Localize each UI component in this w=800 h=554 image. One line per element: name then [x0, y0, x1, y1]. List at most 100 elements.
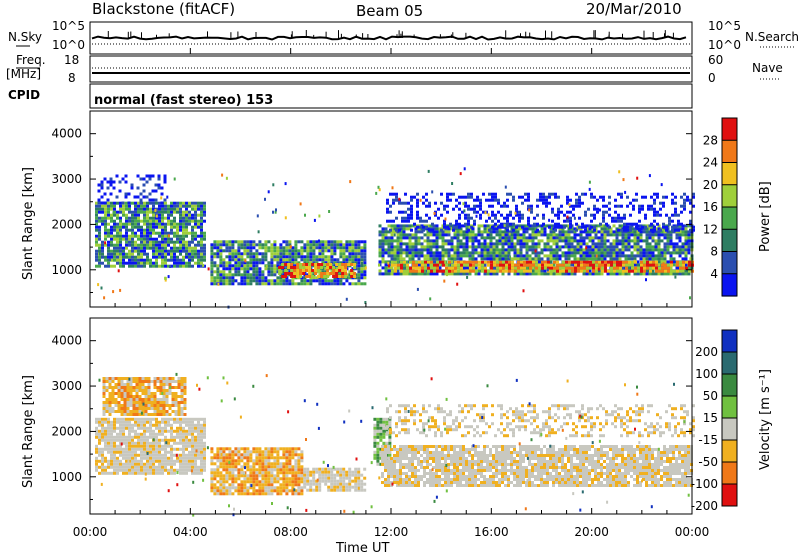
heatmap-cell — [569, 204, 572, 208]
heatmap-cell — [417, 257, 421, 261]
heatmap-cell — [153, 407, 157, 410]
heatmap-cell — [108, 386, 112, 389]
heatmap-cell — [152, 459, 155, 463]
heatmap-cell — [515, 225, 518, 229]
heatmap-cell — [669, 266, 673, 270]
heatmap-cell — [624, 272, 628, 276]
heatmap-cell — [378, 230, 382, 234]
heatmap-cell — [264, 276, 268, 280]
heatmap-cell — [164, 456, 167, 460]
heatmap-cell — [188, 246, 191, 250]
heatmap-cell — [537, 245, 541, 249]
heatmap-cell — [630, 233, 634, 237]
heatmap-cell — [636, 260, 640, 264]
heatmap-cell — [416, 213, 419, 217]
heatmap-cell — [182, 249, 185, 253]
heatmap-cell — [117, 386, 121, 389]
heatmap-cell — [110, 420, 113, 424]
heatmap-cell — [140, 249, 143, 253]
heatmap-cell — [615, 239, 619, 243]
heatmap-cell — [527, 219, 530, 223]
heatmap-cell — [143, 438, 146, 442]
heatmap-cell — [303, 243, 307, 247]
heatmap-cell — [494, 216, 497, 220]
heatmap-cell — [671, 192, 674, 196]
heatmap-cell — [472, 269, 475, 273]
heatmap-cell — [128, 441, 131, 445]
heatmap-cell — [427, 269, 430, 273]
heatmap-cell — [671, 201, 674, 205]
heatmap-cell — [393, 224, 397, 228]
heatmap-cell — [246, 246, 250, 250]
heatmap-cell — [603, 245, 607, 249]
heatmap-cell — [657, 248, 661, 252]
heatmap-cell — [563, 225, 566, 229]
heatmap-cell — [140, 210, 143, 214]
heatmap-cell — [309, 240, 313, 244]
noise-cell — [475, 214, 478, 218]
heatmap-cell — [179, 213, 182, 217]
heatmap-cell — [597, 242, 601, 246]
heatmap-cell — [152, 213, 155, 217]
heatmap-cell — [603, 257, 607, 261]
heatmap-cell — [182, 222, 185, 226]
heatmap-cell — [144, 404, 148, 407]
heatmap-cell — [134, 216, 137, 220]
heatmap-cell — [197, 213, 200, 217]
heatmap-cell — [119, 444, 122, 448]
heatmap-cell — [176, 234, 179, 238]
heatmap-cell — [676, 269, 679, 273]
heatmap-cell — [134, 234, 137, 238]
heatmap-cell — [185, 435, 188, 439]
heatmap-cell — [182, 417, 185, 421]
heatmap-cell — [561, 245, 565, 249]
heatmap-cell — [674, 210, 677, 214]
heatmap-cell — [140, 264, 143, 268]
heatmap-cell — [143, 216, 146, 220]
heatmap-cell — [408, 257, 412, 261]
heatmap-cell — [136, 174, 140, 178]
heatmap-cell — [312, 279, 316, 283]
heatmap-cell — [117, 401, 121, 404]
heatmap-cell — [137, 258, 140, 262]
heatmap-cell — [158, 225, 161, 229]
heatmap-cell — [421, 260, 424, 264]
heatmap-cell — [128, 237, 131, 241]
heatmap-cell — [122, 258, 125, 262]
heatmap-cell — [155, 225, 158, 229]
heatmap-cell — [465, 266, 469, 270]
heatmap-cell — [573, 233, 577, 237]
heatmap-cell — [157, 186, 161, 190]
heatmap-cell — [470, 192, 473, 196]
heatmap-cell — [143, 201, 146, 205]
heatmap-cell — [665, 195, 668, 199]
heatmap-cell — [537, 257, 541, 261]
heatmap-cell — [155, 231, 158, 235]
heatmap-cell — [585, 242, 589, 246]
heatmap-cell — [396, 242, 400, 246]
heatmap-cell — [135, 389, 139, 392]
heatmap-cell — [489, 236, 493, 240]
heatmap-cell — [237, 246, 241, 250]
heatmap-cell — [540, 251, 544, 255]
heatmap-cell — [324, 279, 328, 283]
heatmap-cell — [149, 222, 152, 226]
heatmap-cell — [188, 417, 191, 421]
heatmap-cell — [606, 254, 610, 258]
heatmap-cell — [315, 279, 319, 283]
noise-cell — [225, 176, 228, 180]
heatmap-cell — [471, 236, 475, 240]
heatmap-cell — [119, 459, 122, 463]
heatmap-cell — [290, 263, 294, 266]
heatmap-cell — [421, 269, 424, 273]
heatmap-cell — [576, 239, 580, 243]
heatmap-cell — [476, 204, 479, 208]
heatmap-cell — [143, 243, 146, 247]
heatmap-cell — [210, 282, 214, 286]
heatmap-cell — [345, 243, 349, 247]
heatmap-cell — [197, 456, 200, 460]
heatmap-cell — [203, 237, 206, 241]
heatmap-cell — [542, 198, 545, 202]
heatmap-cell — [395, 216, 398, 220]
heatmap-cell — [580, 266, 583, 270]
